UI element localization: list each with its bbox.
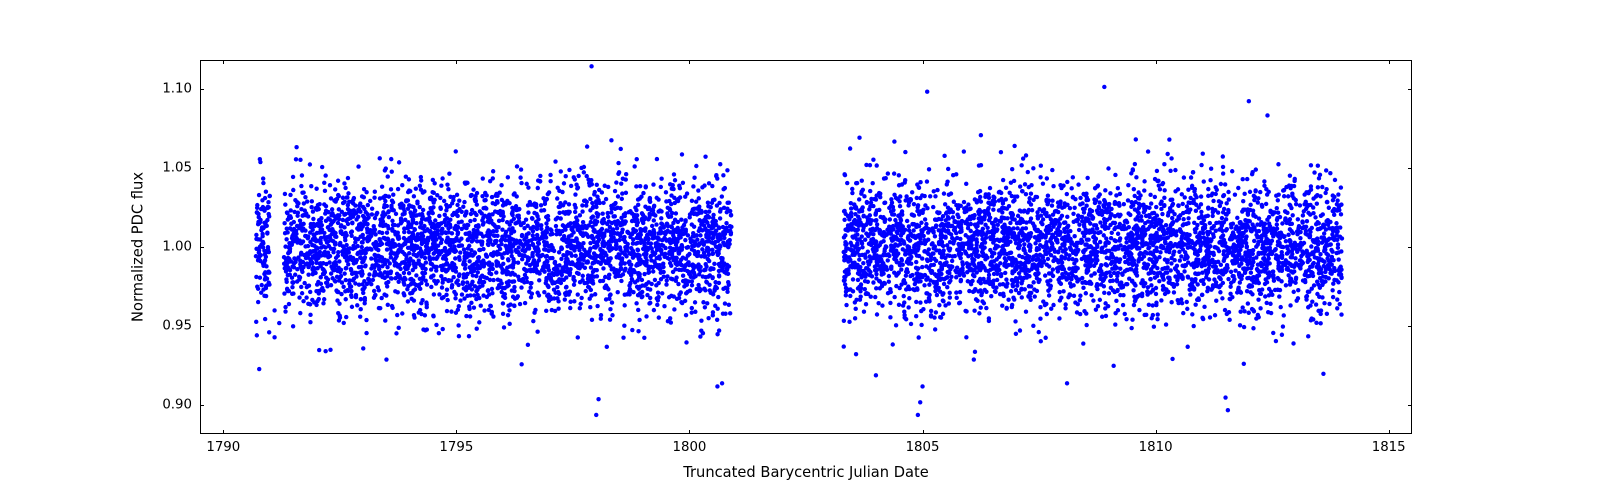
y-tick-label: 1.10 [162, 81, 192, 96]
x-tick-label: 1790 [206, 440, 240, 455]
y-tick-label: 0.90 [162, 398, 192, 413]
x-tick-label: 1810 [1139, 440, 1173, 455]
x-tick-label: 1815 [1372, 440, 1406, 455]
y-tick-label: 1.00 [162, 240, 192, 255]
x-tick-label: 1800 [672, 440, 706, 455]
y-tick-label: 1.05 [162, 160, 192, 175]
y-axis-label: Normalized PDC flux [130, 172, 147, 322]
x-axis-label: Truncated Barycentric Julian Date [683, 464, 929, 481]
scatter-points [200, 60, 1412, 434]
y-tick-label: 0.95 [162, 319, 192, 334]
x-tick-label: 1795 [439, 440, 473, 455]
x-tick-label: 1805 [906, 440, 940, 455]
scatter-chart: Truncated Barycentric Julian Date Normal… [0, 0, 1600, 500]
